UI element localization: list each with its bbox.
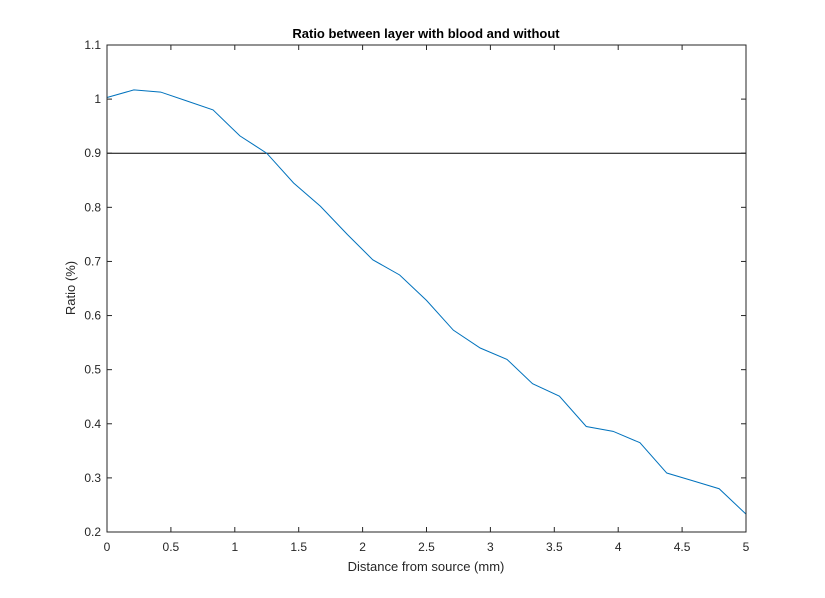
x-tick-label: 4 [615, 540, 622, 554]
x-tick-label: 2.5 [418, 540, 435, 554]
data-point [347, 234, 348, 235]
data-point [133, 89, 134, 90]
data-point [666, 473, 667, 474]
y-tick-label: 0.8 [84, 200, 101, 214]
x-tick-label: 3.5 [546, 540, 563, 554]
series-line [106, 89, 747, 515]
data-point [399, 274, 400, 275]
x-axis-label: Distance from source (mm) [348, 559, 505, 574]
data-series [106, 89, 747, 515]
y-tick-label: 0.2 [84, 525, 101, 539]
x-tick-label: 4.5 [674, 540, 691, 554]
x-tick-label: 3 [487, 540, 494, 554]
data-point [532, 383, 533, 384]
x-tick-label: 2 [359, 540, 366, 554]
chart-title: Ratio between layer with blood and witho… [292, 26, 560, 41]
data-point [507, 359, 508, 360]
y-tick-label: 0.3 [84, 471, 101, 485]
x-tick-label: 0 [104, 540, 111, 554]
y-axis-label: Ratio (%) [63, 261, 78, 315]
data-point [480, 348, 481, 349]
x-tick-label: 1.5 [290, 540, 307, 554]
y-tick-label: 1 [94, 92, 101, 106]
data-point [372, 259, 373, 260]
y-tick-label: 0.9 [84, 146, 101, 160]
x-tick-label: 0.5 [163, 540, 180, 554]
y-tick-label: 0.4 [84, 417, 101, 431]
data-point [160, 92, 161, 93]
data-point [213, 109, 214, 110]
data-point [613, 431, 614, 432]
plot-background [107, 45, 746, 532]
data-point [586, 426, 587, 427]
data-point [186, 100, 187, 101]
x-tick-label: 5 [743, 540, 750, 554]
y-tick-label: 0.5 [84, 363, 101, 377]
data-point [559, 396, 560, 397]
y-tick-label: 0.6 [84, 309, 101, 323]
x-tick-label: 1 [231, 540, 238, 554]
y-axis-ticks: 0.2 0.3 0.4 0.5 0.6 0.7 0.8 0.9 1 1.1 [84, 38, 746, 539]
data-point [266, 153, 267, 154]
data-point [239, 135, 240, 136]
y-tick-label: 0.7 [84, 254, 101, 268]
data-point [719, 488, 720, 489]
data-point [426, 300, 427, 301]
data-point [639, 442, 640, 443]
data-point [692, 480, 693, 481]
data-point [320, 206, 321, 207]
y-tick-label: 1.1 [84, 38, 101, 52]
data-point [453, 330, 454, 331]
x-axis-ticks: 0 0.5 1 1.5 2 2.5 3 3.5 4 4.5 5 [104, 45, 750, 554]
data-point [293, 182, 294, 183]
